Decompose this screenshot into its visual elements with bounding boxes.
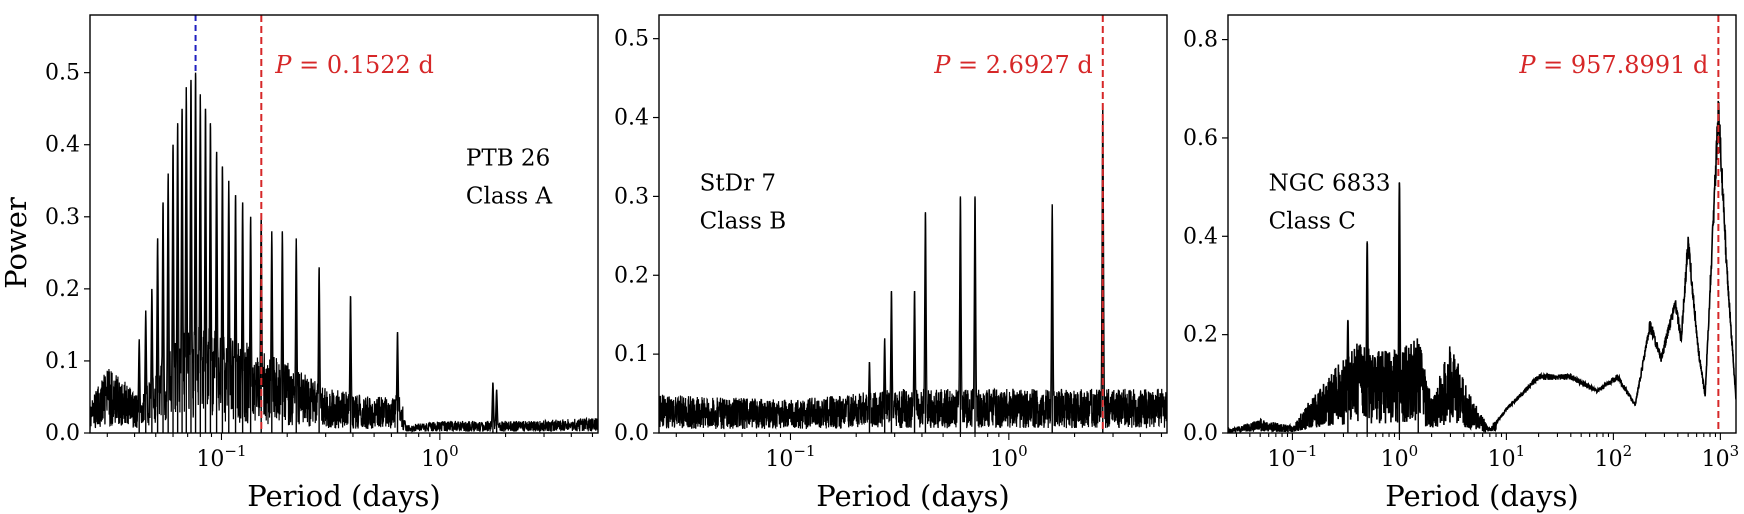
x-tick-label: 101 (1488, 442, 1526, 472)
object-class: Class C (1269, 209, 1356, 235)
x-axis-title: Period (days) (816, 479, 1010, 513)
x-axis-title: Period (days) (1385, 479, 1579, 513)
object-name: NGC 6833 (1269, 171, 1391, 197)
periodogram-curve (90, 73, 598, 433)
y-tick-label: 0.0 (45, 421, 80, 446)
y-tick-label: 0.3 (614, 184, 649, 209)
y-tick-label: 0.1 (614, 342, 649, 367)
periodogram-curve (1228, 100, 1736, 433)
y-tick-label: 0.1 (45, 349, 80, 374)
object-name: StDr 7 (700, 171, 776, 197)
y-tick-label: 0.4 (614, 106, 649, 131)
axes-frame (1227, 14, 1737, 434)
x-tick-label: 100 (1381, 442, 1419, 472)
x-tick-label: 103 (1702, 442, 1740, 472)
panel-right: P = 957.8991 d NGC 6833 Class C 0.0 0.2 0.4 0.… (1183, 14, 1740, 513)
y-tick-label: 0.8 (1183, 28, 1218, 53)
y-tick-label: 0.5 (45, 61, 80, 86)
axes-frame (658, 14, 1168, 434)
y-tick-label: 0.6 (1183, 126, 1218, 151)
panel-left: P = 0.1522 d PTB 26 Class A 0.0 0.1 0.2 0.3 0.4… (45, 14, 599, 513)
periodogram-curve (659, 110, 1167, 430)
y-tick-label: 0.4 (45, 133, 80, 158)
best-period-label: P = 957.8991 d (1518, 51, 1708, 79)
axes-frame (89, 14, 599, 434)
object-class: Class B (700, 209, 787, 235)
best-period-label: P = 0.1522 d (274, 51, 434, 79)
y-tick-label: 0.2 (614, 263, 649, 288)
y-axis-title: Power (0, 197, 33, 289)
x-tick-label: 100 (990, 442, 1028, 472)
object-name: PTB 26 (466, 145, 550, 171)
x-tick-label: 10−1 (765, 442, 815, 472)
panel-middle: P = 2.6927 d StDr 7 Class B 0.0 0.1 0.2 0.3 0.4… (614, 14, 1168, 513)
x-tick-label: 10−1 (1267, 442, 1317, 472)
y-tick-label: 0.4 (1183, 224, 1218, 249)
y-tick-label: 0.5 (614, 27, 649, 52)
x-tick-label: 10−1 (196, 442, 246, 472)
y-tick-label: 0.2 (45, 277, 80, 302)
x-tick-label: 100 (421, 442, 459, 472)
y-tick-label: 0.0 (1183, 421, 1218, 446)
y-tick-label: 0.2 (1183, 323, 1218, 348)
object-class: Class A (466, 183, 553, 209)
x-axis-title: Period (days) (247, 479, 441, 513)
best-period-label: P = 2.6927 d (933, 51, 1093, 79)
y-tick-label: 0.0 (614, 421, 649, 446)
x-tick-label: 102 (1595, 442, 1633, 472)
y-tick-label: 0.3 (45, 205, 80, 230)
